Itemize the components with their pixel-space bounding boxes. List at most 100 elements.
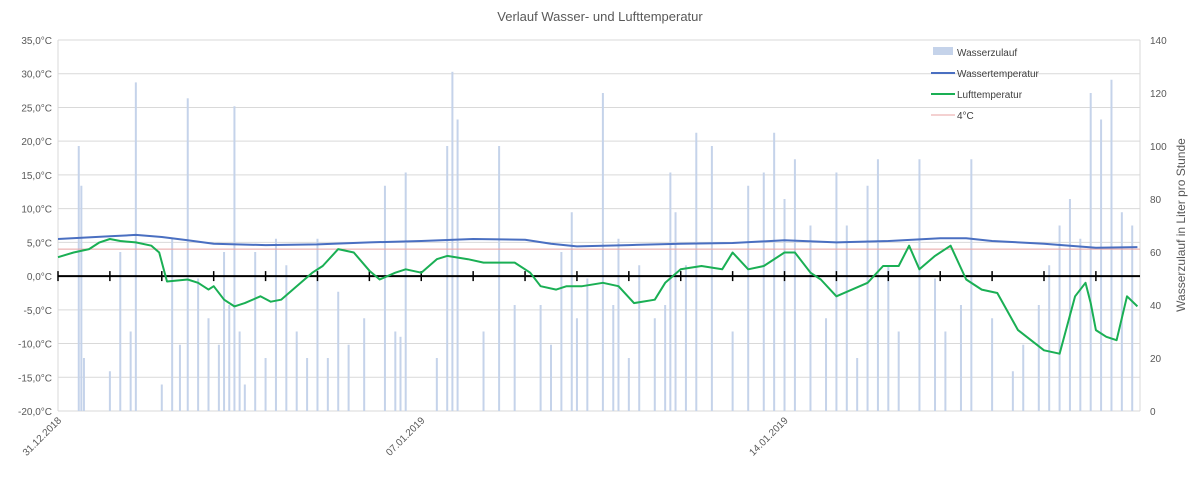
bar-wasserzulauf bbox=[845, 225, 848, 411]
bar-wasserzulauf bbox=[856, 358, 859, 411]
bar-wasserzulauf bbox=[316, 238, 319, 411]
legend-label: 4°C bbox=[957, 111, 974, 122]
bar-wasserzulauf bbox=[549, 344, 552, 411]
bar-wasserzulauf bbox=[77, 146, 80, 411]
bar-wasserzulauf bbox=[498, 146, 501, 411]
legend-swatch-bar bbox=[933, 47, 953, 55]
y-left-tick-label: -5,0°C bbox=[24, 306, 52, 317]
y-left-tick-label: 15,0°C bbox=[21, 171, 52, 182]
bar-wasserzulauf bbox=[944, 331, 947, 411]
bar-wasserzulauf bbox=[207, 318, 210, 411]
y-right-tick-label: 0 bbox=[1150, 407, 1156, 418]
legend: Wasserzulauf Wassertemperatur Lufttemperat… bbox=[931, 47, 1040, 122]
bar-wasserzulauf bbox=[1110, 79, 1113, 411]
bar-wasserzulauf bbox=[451, 71, 454, 412]
y-left-tick-label: -20,0°C bbox=[18, 407, 52, 418]
bar-wasserzulauf bbox=[1120, 212, 1123, 411]
bar-wasserzulauf bbox=[653, 318, 656, 411]
bar-wasserzulauf bbox=[897, 331, 900, 411]
bar-wasserzulauf bbox=[835, 172, 838, 411]
bar-wasserzulauf bbox=[783, 199, 786, 411]
bar-wasserzulauf bbox=[119, 252, 122, 411]
bar-wasserzulauf bbox=[1011, 371, 1014, 411]
bar-wasserzulauf bbox=[731, 331, 734, 411]
bar-wasserzulauf bbox=[793, 159, 796, 411]
bar-wasserzulauf bbox=[710, 146, 713, 411]
bar-wasserzulauf bbox=[586, 278, 589, 411]
bar-wasserzulauf bbox=[160, 384, 163, 411]
x-tick-label: 31.12.2018 bbox=[21, 415, 64, 458]
legend-label: Lufttemperatur bbox=[957, 90, 1023, 101]
bar-wasserzulauf bbox=[601, 93, 604, 411]
y-left-tick-label: 30,0°C bbox=[21, 70, 52, 81]
bar-wasserzulauf bbox=[1089, 93, 1092, 411]
bar-wasserzulauf bbox=[970, 159, 973, 411]
bar-wasserzulauf bbox=[1100, 119, 1103, 411]
series-line-lufttemperatur bbox=[57, 238, 1139, 355]
bar-wasserzulauf bbox=[1131, 225, 1134, 411]
bar-wasserzulauf bbox=[197, 278, 200, 411]
bar-wasserzulauf bbox=[134, 82, 137, 412]
y-right-tick-label: 140 bbox=[1150, 36, 1167, 47]
zero-axis bbox=[57, 271, 1140, 282]
left-axis-labels: 35,0°C 30,0°C 25,0°C 20,0°C 15,0°C 10,0°C 5,0°… bbox=[18, 36, 52, 418]
bar-wasserzulauf bbox=[934, 278, 937, 411]
bar-wasserzulauf bbox=[575, 318, 578, 411]
bar-wasserzulauf bbox=[171, 238, 174, 411]
y-left-tick-label: -15,0°C bbox=[18, 373, 52, 384]
bar-wasserzulauf bbox=[612, 305, 615, 411]
y-left-tick-label: 0,0°C bbox=[27, 272, 52, 283]
bar-wasserzulauf bbox=[918, 159, 921, 411]
bar-wasserzulauf bbox=[306, 358, 309, 411]
bar-wasserzulauf bbox=[684, 265, 687, 411]
y-right-tick-label: 100 bbox=[1150, 142, 1167, 153]
bar-wasserzulauf bbox=[866, 185, 869, 411]
bar-wasserzulauf bbox=[217, 344, 220, 411]
right-axis-labels: 140 120 100 80 60 40 20 0 bbox=[1150, 36, 1167, 418]
bar-wasserzulauf bbox=[560, 252, 563, 411]
bar-wasserzulauf bbox=[1022, 344, 1025, 411]
x-tick-label: 14.01.2019 bbox=[747, 415, 790, 458]
gridlines bbox=[57, 39, 1141, 412]
chart-title: Verlauf Wasser- und Lufttemperatur bbox=[497, 9, 703, 24]
legend-label: Wassertemperatur bbox=[957, 69, 1040, 80]
bar-wasserzulauf bbox=[186, 98, 189, 412]
legend-label: Wasserzulauf bbox=[957, 48, 1017, 59]
bar-wasserzulauf bbox=[238, 331, 241, 411]
bar-wasserzulauf bbox=[446, 146, 449, 411]
bar-wasserzulauf bbox=[809, 225, 812, 411]
bar-wasserzulauf bbox=[129, 331, 132, 411]
bar-wasserzulauf bbox=[363, 318, 366, 411]
y-right-axis-title: Wasserzulauf in Liter pro Stunde bbox=[1174, 138, 1188, 312]
bar-wasserzulauf bbox=[82, 358, 85, 411]
bar-wasserzulauf bbox=[825, 318, 828, 411]
bar-wasserzulauf bbox=[404, 172, 407, 411]
bar-wasserzulauf bbox=[399, 336, 402, 411]
bar-wasserzulauf bbox=[295, 331, 298, 411]
bar-wasserzulauf bbox=[876, 159, 879, 411]
bar-wasserzulauf bbox=[773, 132, 776, 411]
y-right-tick-label: 40 bbox=[1150, 301, 1162, 312]
bar-wasserzulauf bbox=[539, 305, 542, 411]
y-left-tick-label: 10,0°C bbox=[21, 205, 52, 216]
bar-wasserzulauf bbox=[394, 331, 397, 411]
y-right-tick-label: 80 bbox=[1150, 195, 1162, 206]
bar-wasserzulauf bbox=[513, 305, 516, 411]
bar-wasserzulauf bbox=[435, 358, 438, 411]
y-left-tick-label: 20,0°C bbox=[21, 137, 52, 148]
bar-wasserzulauf bbox=[1079, 238, 1082, 411]
bar-wasserzulauf bbox=[887, 265, 890, 411]
bar-wasserzulauf bbox=[1068, 199, 1071, 411]
bar-wasserzulauf bbox=[108, 371, 111, 411]
y-right-tick-label: 120 bbox=[1150, 89, 1167, 100]
bar-wasserzulauf bbox=[669, 172, 672, 411]
y-left-tick-label: 35,0°C bbox=[21, 36, 52, 47]
bar-wasserzulauf bbox=[674, 212, 677, 411]
bar-wasserzulauf bbox=[1048, 265, 1051, 411]
bar-wasserzulauf bbox=[264, 358, 267, 411]
bar-wasserzulauf bbox=[617, 238, 620, 411]
bar-wasserzulauf bbox=[1037, 305, 1040, 411]
y-right-tick-label: 60 bbox=[1150, 248, 1162, 259]
bar-wasserzulauf bbox=[326, 358, 329, 411]
